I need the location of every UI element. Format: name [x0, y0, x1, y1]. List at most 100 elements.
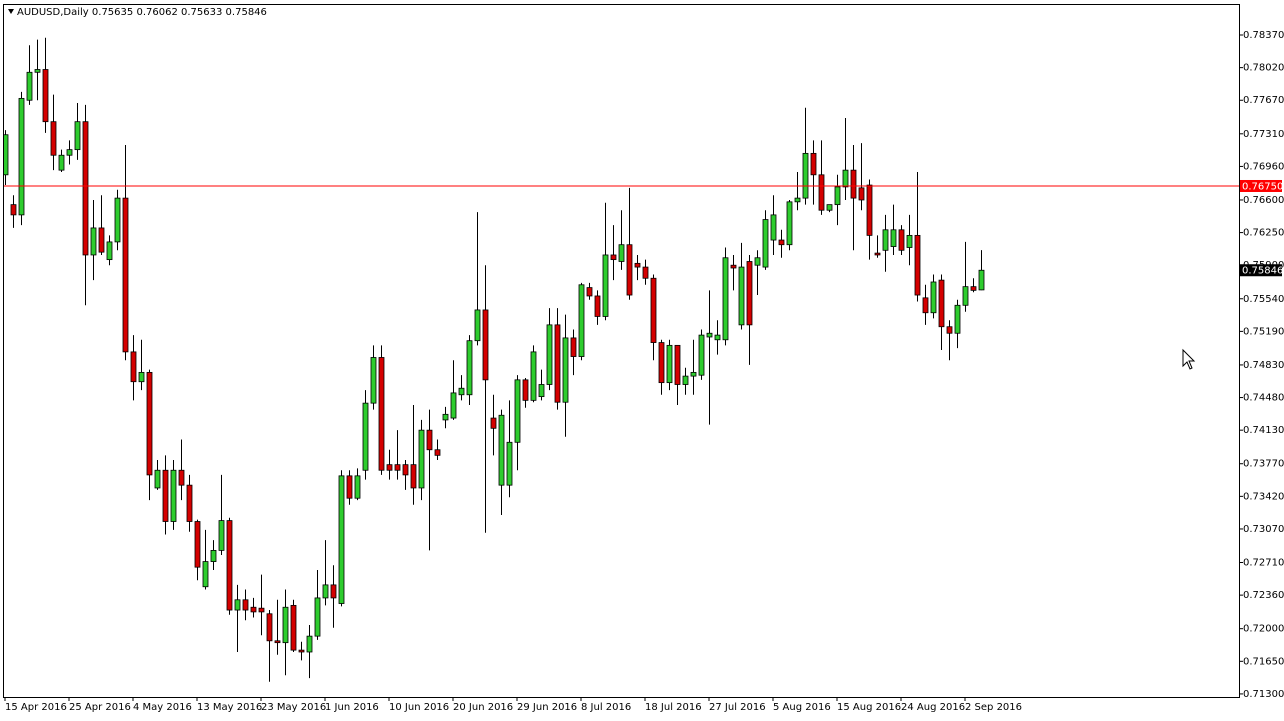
last-high: 0.76062 — [136, 7, 177, 18]
candle-body — [458, 387, 465, 396]
candle-body — [714, 334, 721, 341]
candle-body — [90, 227, 97, 256]
candle-body — [930, 281, 937, 314]
x-tick-label: 5 Aug 2016 — [773, 702, 831, 713]
candle-body — [618, 244, 625, 262]
y-tick-label: 0.73070 — [1243, 524, 1284, 535]
y-tick-label: 0.72360 — [1243, 590, 1284, 601]
x-tick-label: 25 Apr 2016 — [69, 702, 131, 713]
x-tick-label: 1 Jun 2016 — [325, 702, 379, 713]
candle-body — [354, 475, 361, 499]
candle-body — [530, 351, 537, 401]
candle-body — [706, 332, 713, 338]
candle-body — [426, 429, 433, 451]
candle-body — [786, 201, 793, 246]
candle-body — [906, 234, 913, 248]
candle-body — [610, 254, 617, 261]
x-tick-label: 20 Jun 2016 — [453, 702, 513, 713]
y-tick-label: 0.76250 — [1243, 228, 1284, 239]
candle-body — [898, 229, 905, 251]
candle-body — [226, 520, 233, 611]
price-label-box — [1240, 264, 1282, 277]
candle-body — [82, 121, 89, 256]
candle-body — [274, 640, 281, 644]
candle-body — [434, 449, 441, 456]
symbol-title: AUDUSD,Daily — [17, 7, 89, 18]
candle-body — [794, 197, 801, 203]
candle-body — [738, 266, 745, 326]
candle-body — [698, 334, 705, 376]
candle-body — [250, 606, 257, 613]
candle-body — [850, 169, 857, 199]
candle-body — [482, 309, 489, 381]
candle-body — [634, 262, 641, 268]
level-label: 0.76750 — [1242, 181, 1283, 192]
y-tick-label: 0.71300 — [1243, 689, 1284, 700]
candle-body — [66, 149, 73, 156]
candle-body — [314, 597, 321, 637]
candle-body — [146, 371, 153, 476]
candle-body — [578, 284, 585, 357]
candle-body — [658, 342, 665, 384]
candle-body — [626, 244, 633, 296]
candle-body — [746, 261, 753, 326]
candle-body — [410, 464, 417, 489]
candle-body — [874, 252, 881, 256]
candle-body — [218, 520, 225, 551]
candle-body — [978, 269, 985, 291]
y-tick-label: 0.72000 — [1243, 624, 1284, 635]
candle-body — [474, 309, 481, 342]
candle-body — [690, 371, 697, 377]
candle-body — [650, 277, 657, 343]
candle-body — [490, 417, 497, 429]
x-tick-label: 13 May 2016 — [197, 702, 262, 713]
candle-body — [770, 214, 777, 241]
candle-body — [370, 357, 377, 404]
candle-body — [402, 464, 409, 476]
candle-body — [466, 340, 473, 396]
candle-body — [114, 197, 121, 243]
candle-body — [34, 69, 41, 73]
candle-body — [954, 304, 961, 334]
candle-body — [282, 606, 289, 644]
candle-body — [522, 379, 529, 401]
candle-body — [938, 279, 945, 328]
menu-arrow[interactable] — [8, 9, 14, 14]
x-tick-label: 23 May 2016 — [261, 702, 326, 713]
candle-body — [730, 264, 737, 269]
candle-body — [818, 174, 825, 211]
y-tick-label: 0.72710 — [1243, 558, 1284, 569]
candle-body — [306, 635, 313, 653]
y-tick-label: 0.74830 — [1243, 360, 1284, 371]
candle-body — [74, 121, 81, 151]
candle-body — [802, 152, 809, 199]
candle-body — [210, 549, 217, 562]
candle-body — [858, 187, 865, 201]
candle-body — [722, 257, 729, 341]
candle-body — [778, 239, 785, 246]
candle-body — [450, 392, 457, 419]
plot-frame — [3, 4, 1240, 698]
candle-body — [762, 219, 769, 268]
last-close: 0.75846 — [226, 7, 267, 18]
candle-body — [298, 649, 305, 653]
candle-body — [882, 229, 889, 251]
candle-body — [970, 286, 977, 291]
candle-body — [346, 475, 353, 499]
candle-body — [170, 469, 177, 522]
candle-body — [666, 344, 673, 384]
candle-body — [562, 337, 569, 403]
candle-body — [290, 604, 297, 651]
candle-body — [586, 287, 593, 297]
y-tick-label: 0.73770 — [1243, 459, 1284, 470]
candle-body — [10, 204, 17, 216]
candle-body — [514, 379, 521, 443]
candle-body — [866, 184, 873, 236]
x-tick-label: 29 Jun 2016 — [517, 702, 577, 713]
candle-body — [322, 584, 329, 599]
y-tick-label: 0.76600 — [1243, 195, 1284, 206]
candle-body — [50, 121, 57, 156]
candle-body — [122, 197, 129, 353]
candle-body — [754, 257, 761, 266]
